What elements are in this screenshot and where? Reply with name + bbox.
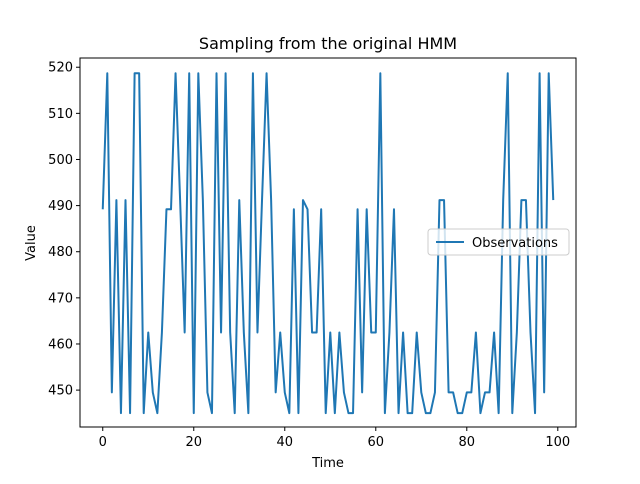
x-tick-label: 40 bbox=[276, 435, 293, 450]
x-tick-label: 20 bbox=[185, 435, 202, 450]
y-tick-label: 490 bbox=[48, 199, 73, 214]
y-tick-label: 460 bbox=[48, 337, 73, 352]
y-tick-label: 480 bbox=[48, 245, 73, 260]
series-layer bbox=[101, 72, 555, 415]
legend-box bbox=[427, 228, 570, 256]
x-tick-label: 100 bbox=[545, 435, 570, 450]
x-tick-label: 80 bbox=[459, 435, 476, 450]
legend-label: Observations bbox=[472, 236, 558, 251]
y-tick-label: 500 bbox=[48, 153, 73, 168]
y-tick-label: 450 bbox=[48, 384, 73, 399]
x-axis-label: Time bbox=[311, 456, 344, 471]
series-line-observations bbox=[101, 72, 555, 415]
x-tick-label: 60 bbox=[368, 435, 385, 450]
chart-title: Sampling from the original HMM bbox=[199, 34, 457, 53]
y-axis-label: Value bbox=[24, 225, 39, 261]
legend: Observations bbox=[427, 228, 570, 256]
y-tick-label: 520 bbox=[48, 61, 73, 76]
x-tick-label: 0 bbox=[99, 435, 107, 450]
y-tick-label: 510 bbox=[48, 107, 73, 122]
plot-frame bbox=[79, 57, 577, 428]
axis-ticks: 0 20 40 60 80 100 450 460 470 480 490 500 510 520 bbox=[48, 61, 570, 450]
y-tick-label: 470 bbox=[48, 291, 73, 306]
